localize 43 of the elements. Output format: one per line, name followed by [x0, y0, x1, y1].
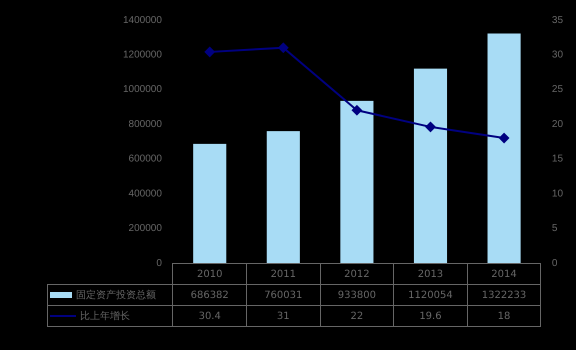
- y2-tick-label: 15: [552, 154, 564, 165]
- data-label: 22: [320, 306, 394, 326]
- data-label: 1120054: [394, 284, 468, 306]
- y2-tick-label: 5: [552, 223, 558, 234]
- data-label: 18: [467, 306, 541, 326]
- legend-label: 比上年增长: [80, 311, 130, 322]
- x-tick-label: 2011: [246, 264, 320, 284]
- y2-tick-label: 35: [552, 14, 564, 26]
- y-tick-label: 400000: [128, 188, 162, 200]
- y-tick-label: 800000: [128, 118, 162, 130]
- y-tick-label: 1000000: [122, 84, 162, 96]
- y2-tick-label: 20: [552, 118, 564, 130]
- y-tick-label: 600000: [128, 154, 162, 165]
- y-tick-label: 1200000: [122, 49, 162, 60]
- legend-label: 固定资产投资总额: [76, 290, 156, 301]
- y2-tick-label: 0: [552, 258, 558, 269]
- point: [352, 105, 362, 116]
- point: [278, 42, 288, 53]
- data-label: 31: [246, 306, 320, 326]
- bar: [193, 144, 226, 263]
- data-label: 30.4: [172, 306, 246, 326]
- x-tick-label: 2014: [467, 264, 541, 284]
- y2-tick-label: 10: [552, 188, 564, 200]
- point: [425, 122, 436, 132]
- bar: [414, 68, 448, 263]
- data-label: 19.6: [394, 306, 468, 326]
- y-tick-label: 1400000: [122, 14, 162, 26]
- y-tick-label: 200000: [128, 223, 162, 234]
- data-label: 933800: [320, 284, 394, 306]
- y2-tick-label: 30: [552, 49, 564, 60]
- bar: [340, 100, 374, 263]
- y-tick-label: 0: [156, 258, 162, 269]
- point: [204, 46, 215, 57]
- data-label: 760031: [246, 284, 320, 306]
- data-label: 686382: [172, 284, 246, 306]
- y2-tick-label: 25: [552, 84, 564, 96]
- x-tick-label: 2012: [320, 264, 394, 284]
- data-label: 1322233: [467, 284, 541, 306]
- point: [499, 133, 510, 144]
- bar: [266, 131, 300, 263]
- x-tick-label: 2013: [394, 264, 468, 284]
- x-tick-label: 2010: [172, 264, 246, 284]
- bar: [488, 34, 521, 263]
